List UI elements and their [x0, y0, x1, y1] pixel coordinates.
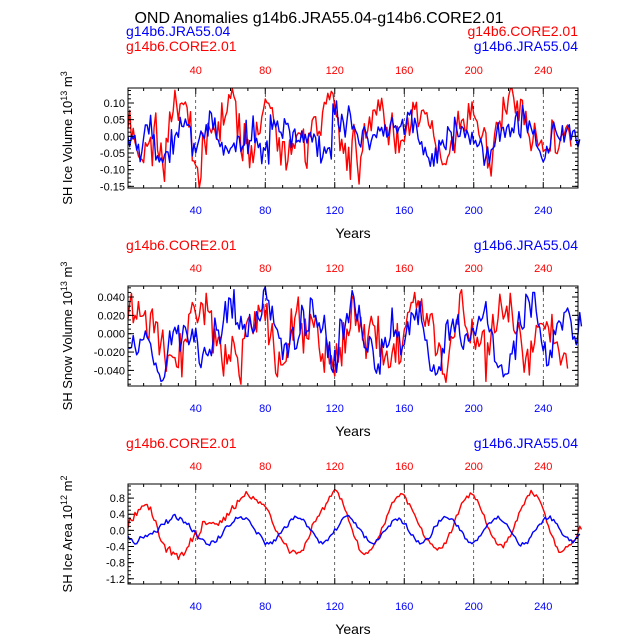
x-tick-label-top: 160 — [395, 65, 413, 77]
plot-frame — [127, 87, 579, 189]
y-tick-label: -0.020 — [94, 347, 125, 359]
x-tick-label-top: 80 — [259, 461, 271, 473]
x-tick-label-bottom: 80 — [259, 205, 271, 217]
x-tick-label-top: 120 — [326, 65, 344, 77]
y-tick-label: -0.040 — [94, 365, 125, 377]
plot-frame — [127, 285, 579, 387]
x-tick-label-bottom: 200 — [465, 601, 483, 613]
x-tick-label-bottom: 40 — [190, 601, 202, 613]
y-tick-label: 0.040 — [97, 292, 125, 304]
x-tick-label-bottom: 120 — [326, 205, 344, 217]
run-label-left: g14b6.CORE2.01 — [126, 237, 237, 253]
x-tick-label-bottom: 120 — [326, 403, 344, 415]
x-tick-label-bottom: 120 — [326, 601, 344, 613]
series-line-blue — [127, 513, 581, 547]
x-tick-label-top: 120 — [326, 263, 344, 275]
y-axis-title: SH Snow Volume 1013 m3 — [59, 262, 75, 411]
y-tick-label: 0.8 — [110, 493, 125, 505]
run-label-left: g14b6.JRA55.04 — [126, 23, 231, 39]
run-label-right: g14b6.JRA55.04 — [474, 435, 579, 451]
x-tick-label-bottom: 240 — [534, 601, 552, 613]
y-tick-label: 0.0 — [110, 525, 125, 537]
run-label-right: g14b6.JRA55.04 — [474, 237, 579, 253]
x-tick-label-bottom: 80 — [259, 601, 271, 613]
x-tick-label-top: 200 — [465, 461, 483, 473]
x-tick-label-top: 200 — [465, 65, 483, 77]
y-tick-label: -0.05 — [100, 148, 125, 160]
run-label-right: g14b6.JRA55.04 — [474, 38, 579, 54]
y-tick-label: -0.4 — [106, 542, 125, 554]
run-label-left: g14b6.CORE2.01 — [126, 435, 237, 451]
y-tick-label: -0.10 — [100, 165, 125, 177]
x-tick-label-bottom: 240 — [534, 403, 552, 415]
x-tick-label-top: 40 — [190, 263, 202, 275]
x-tick-label-top: 40 — [190, 65, 202, 77]
x-tick-label-bottom: 160 — [395, 601, 413, 613]
x-tick-label-bottom: 40 — [190, 403, 202, 415]
x-tick-label-top: 120 — [326, 461, 344, 473]
series-line-red — [127, 87, 572, 189]
x-tick-label-top: 240 — [534, 263, 552, 275]
run-label-left: g14b6.CORE2.01 — [126, 38, 237, 54]
x-axis-title: Years — [335, 423, 370, 439]
y-tick-label: -0.15 — [100, 181, 125, 193]
x-axis-title: Years — [335, 621, 370, 637]
x-tick-label-top: 40 — [190, 461, 202, 473]
x-axis-title: Years — [335, 225, 370, 241]
x-tick-label-top: 240 — [534, 65, 552, 77]
y-tick-label: 0.000 — [97, 329, 125, 341]
series-line-blue — [127, 100, 581, 168]
x-tick-label-bottom: 240 — [534, 205, 552, 217]
run-label-right: g14b6.CORE2.01 — [467, 23, 578, 39]
chart-panel-ice-area: -1.2 -0.8 -0.4 0.0 0.4 0.8 40 80 120 160 200 240 40 8… — [59, 435, 583, 637]
chart-panel-snow-volume: -0.040 -0.020 0.000 0.020 0.040 40 80 120 160 200… — [59, 237, 583, 439]
y-tick-label: 0.10 — [104, 98, 125, 110]
x-tick-label-bottom: 160 — [395, 205, 413, 217]
chart-panel-ice-volume: -0.15 -0.10 -0.05 0.00 0.05 0.10 40 80 120 160 200… — [59, 23, 581, 241]
x-tick-label-top: 80 — [259, 65, 271, 77]
y-tick-label: -0.8 — [106, 558, 125, 570]
x-tick-label-bottom: 160 — [395, 403, 413, 415]
panels: -0.15 -0.10 -0.05 0.00 0.05 0.10 40 80 120 160 200… — [59, 23, 583, 637]
series-line-red — [127, 288, 569, 385]
y-axis-title: SH Ice Area 1012 m2 — [59, 476, 75, 593]
x-tick-label-top: 160 — [395, 263, 413, 275]
y-tick-label: 0.020 — [97, 310, 125, 322]
y-tick-label: -1.2 — [106, 574, 125, 586]
x-tick-label-bottom: 200 — [465, 205, 483, 217]
x-tick-label-bottom: 40 — [190, 205, 202, 217]
x-tick-label-top: 200 — [465, 263, 483, 275]
y-axis-title: SH Ice Volume 1013 m3 — [59, 71, 75, 205]
series-line-red — [127, 488, 583, 561]
main-title: OND Anomalies g14b6.JRA55.04-g14b6.CORE2… — [134, 10, 503, 27]
y-tick-label: 0.00 — [104, 131, 125, 143]
x-tick-label-bottom: 200 — [465, 403, 483, 415]
x-tick-label-bottom: 80 — [259, 403, 271, 415]
x-tick-label-top: 240 — [534, 461, 552, 473]
x-tick-label-top: 160 — [395, 461, 413, 473]
y-tick-label: 0.05 — [104, 115, 125, 127]
series-line-blue — [127, 286, 583, 383]
x-tick-label-top: 80 — [259, 263, 271, 275]
y-tick-label: 0.4 — [110, 509, 125, 521]
